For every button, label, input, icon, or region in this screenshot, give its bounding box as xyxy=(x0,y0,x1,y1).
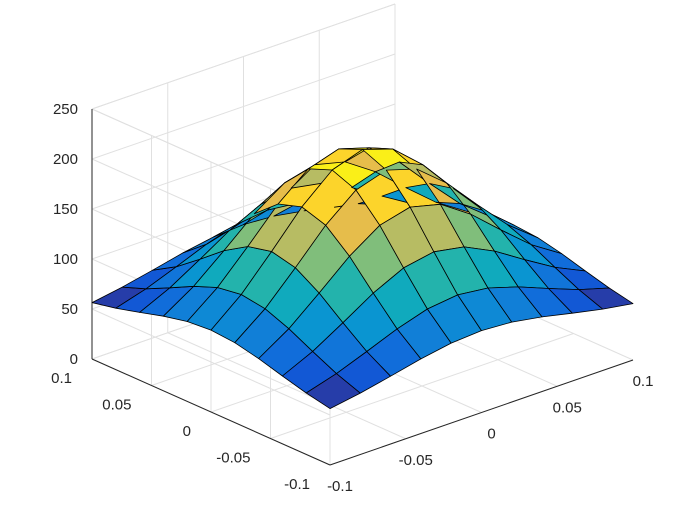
surface-layer xyxy=(91,147,634,410)
x-tick-label: -0.05 xyxy=(399,452,433,469)
z-tick-label: 100 xyxy=(53,251,78,268)
z-tick-label: 250 xyxy=(53,101,78,118)
z-tick-label: 0 xyxy=(70,351,78,368)
surface-patch xyxy=(578,287,634,310)
gridline xyxy=(91,308,331,416)
y-tick-label: 0 xyxy=(183,423,191,440)
z-tick-label: 150 xyxy=(53,201,78,218)
y-tick-label: 0.1 xyxy=(51,370,72,387)
z-tick-label: 200 xyxy=(53,151,78,168)
gridline xyxy=(270,333,574,439)
y-tick-label: 0.05 xyxy=(102,397,131,414)
z-tick-label: 50 xyxy=(61,301,78,318)
x-tick-label: 0.1 xyxy=(633,373,654,390)
y-axis-line xyxy=(91,358,331,466)
y-tick-label: -0.1 xyxy=(284,476,310,493)
y-tick-label: -0.05 xyxy=(216,450,250,467)
x-tick-label: 0 xyxy=(487,426,495,443)
box-edge xyxy=(91,3,396,110)
x-axis-line xyxy=(329,359,634,466)
x-tick-label: -0.1 xyxy=(327,478,353,495)
x-tick-label: 0.05 xyxy=(553,399,582,416)
gridline xyxy=(91,103,396,210)
tick-label-layer: 0 50 100 150 200 250 -0.1 -0.05 0 0.05 0.1 -0.1 -0.0… xyxy=(51,101,653,495)
gridline xyxy=(91,53,396,160)
axis-layer xyxy=(91,109,634,466)
